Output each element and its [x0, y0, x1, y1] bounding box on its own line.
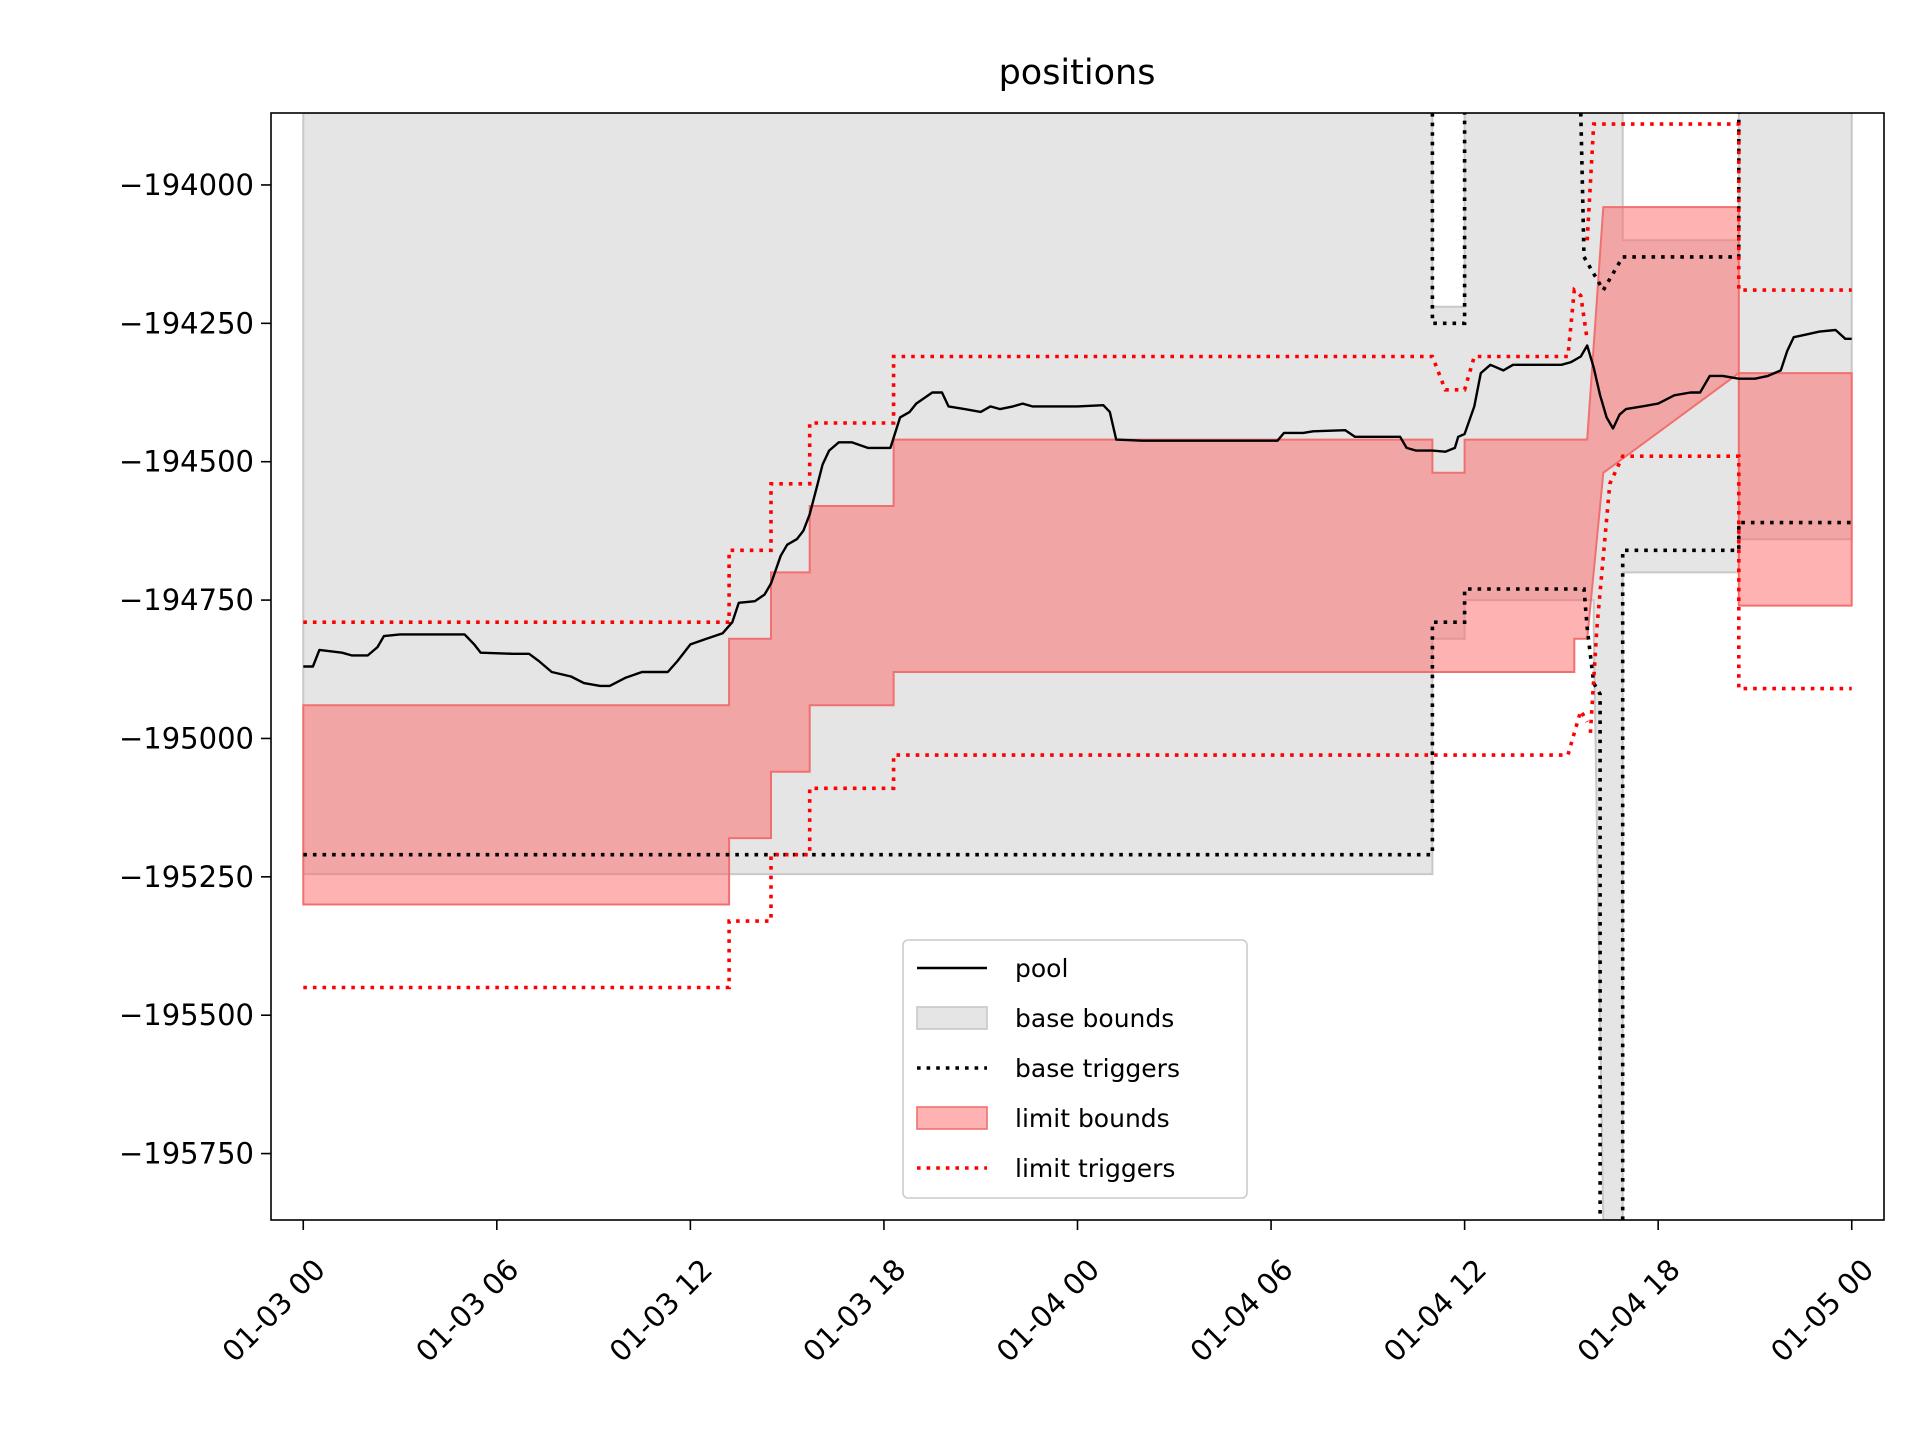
x-tick-label-4: 01-04 00 — [990, 1252, 1106, 1368]
y-tick-label-2: −194500 — [119, 445, 254, 479]
legend-item-pool: pool — [917, 954, 1068, 983]
y-tick-label-7: −195750 — [119, 1137, 254, 1171]
limit-trigger-line-2 — [1585, 122, 1852, 292]
pool-line — [303, 328, 1852, 688]
legend-label-base_bounds: base bounds — [1015, 1004, 1174, 1033]
x-tick-label-2: 01-03 12 — [603, 1252, 719, 1368]
base-trigger-line-0 — [303, 587, 1602, 1220]
plot-area — [302, 113, 1853, 1220]
base-trigger-line-1 — [1430, 113, 1467, 326]
legend-swatch-limit_bounds — [916, 1106, 988, 1130]
y-axis: −194000 −194250 −194500 −194750 −195000 −1952… — [119, 168, 271, 1171]
limit-trigger-line-3 — [1588, 454, 1852, 734]
limit-bounds-band — [302, 206, 1853, 906]
y-tick-label-3: −194750 — [119, 583, 254, 617]
chart-title: positions — [999, 53, 1156, 93]
x-tick-label-3: 01-03 18 — [796, 1252, 912, 1368]
legend-label-base_triggers: base triggers — [1015, 1054, 1180, 1083]
base-trigger-line-2 — [1579, 113, 1741, 294]
y-tick-label-5: −195250 — [119, 860, 254, 894]
legend-item-base_bounds: base bounds — [916, 1004, 1174, 1033]
x-tick-label-0: 01-03 00 — [216, 1252, 332, 1368]
legend-swatch-base_bounds — [916, 1006, 988, 1030]
base-triggers-layer — [303, 113, 1852, 1220]
legend-label-pool: pool — [1015, 954, 1068, 983]
legend-item-limit_bounds: limit bounds — [916, 1104, 1170, 1133]
x-tick-label-6: 01-04 12 — [1377, 1252, 1493, 1368]
x-tick-label-7: 01-04 18 — [1571, 1252, 1687, 1368]
legend-box — [902, 939, 1248, 1199]
legend: pool base bounds base triggers limit bounds… — [902, 939, 1248, 1199]
limit-triggers-layer — [303, 122, 1852, 990]
y-tick-label-0: −194000 — [119, 168, 254, 202]
legend-label-limit_bounds: limit bounds — [1015, 1104, 1170, 1133]
legend-item-limit_triggers: limit triggers — [917, 1154, 1175, 1183]
y-tick-label-6: −195500 — [119, 998, 254, 1032]
legend-label-limit_triggers: limit triggers — [1015, 1154, 1175, 1183]
x-tick-label-8: 01-05 00 — [1764, 1252, 1880, 1368]
limit-trigger-line-0 — [303, 286, 1589, 625]
y-tick-label-1: −194250 — [119, 306, 254, 340]
x-tick-label-5: 01-04 06 — [1183, 1252, 1299, 1368]
x-tick-label-1: 01-03 06 — [409, 1252, 525, 1368]
y-tick-label-4: −195000 — [119, 721, 254, 755]
legend-item-base_triggers: base triggers — [917, 1054, 1180, 1083]
pool-layer — [303, 328, 1852, 688]
limit-bounds-layer — [302, 206, 1853, 906]
x-axis: 01-03 00 01-03 06 01-03 12 01-03 18 01-04 00… — [216, 1220, 1880, 1369]
